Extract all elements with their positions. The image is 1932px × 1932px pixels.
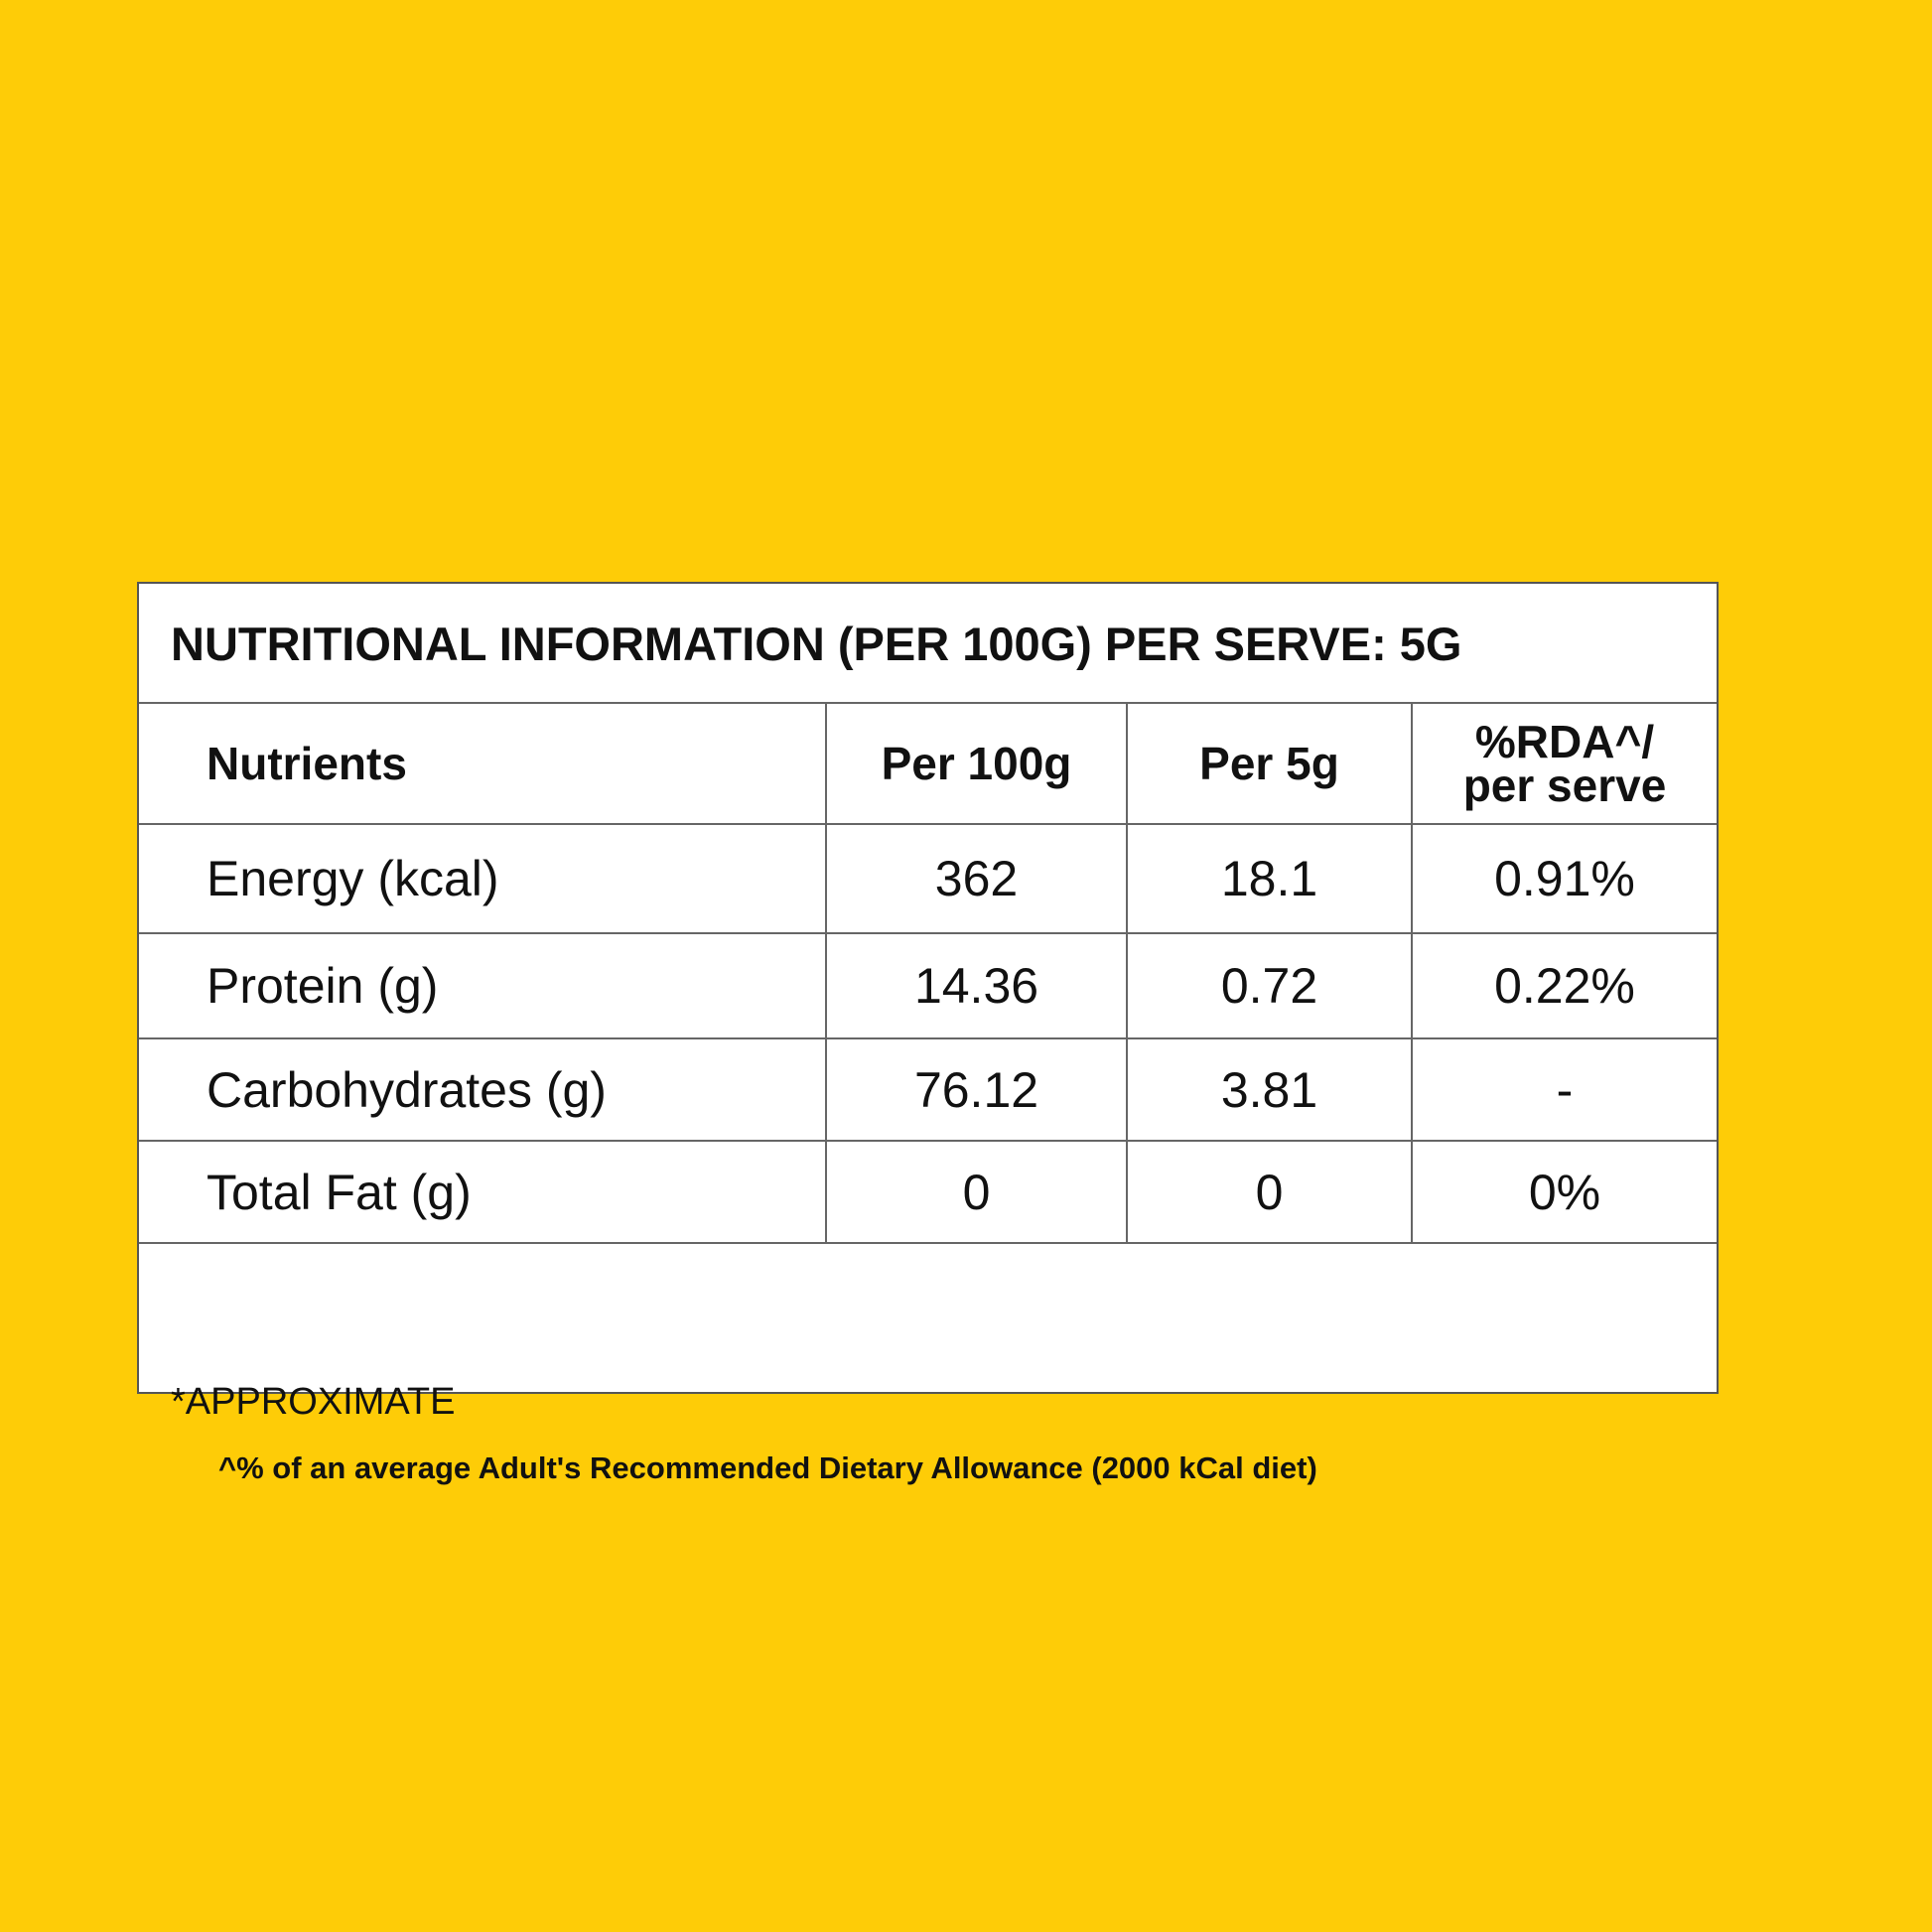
cell: 362 <box>825 823 1128 934</box>
footnote: ^% of an average Adult's Recommended Die… <box>218 1450 1317 1485</box>
cell: Carbohydrates (g) <box>139 1037 827 1142</box>
header-cell: Per 5g <box>1126 704 1413 825</box>
cell: Total Fat (g) <box>139 1140 827 1244</box>
cell: 0 <box>825 1140 1128 1244</box>
data-row: Carbohydrates (g) 76.12 3.81- <box>139 1037 1717 1142</box>
footnote: *APPROXIMATE <box>171 1381 456 1423</box>
table-title: NUTRITIONAL INFORMATION (PER 100G) PER S… <box>139 584 1717 704</box>
data-row: Protein (g) 14.36 0.72 0.22% <box>139 932 1717 1039</box>
cell: 14.36 <box>825 932 1128 1039</box>
header-cell: %RDA^/ per serve <box>1411 704 1717 825</box>
cell: 3.81 <box>1126 1037 1413 1142</box>
cell: 0.22% <box>1411 932 1717 1039</box>
data-row: Energy (kcal) 362 18.1 0.91% <box>139 823 1717 934</box>
cell: Protein (g) <box>139 932 827 1039</box>
cell: - <box>1411 1037 1717 1142</box>
nutrition-table: Nutrients Per 100g Per 5g %RDA^/ per serve E… <box>139 704 1717 1244</box>
header-cell: Nutrients <box>139 704 827 825</box>
data-row: Total Fat (g) 0 0 0% <box>139 1140 1717 1244</box>
cell: 0.72 <box>1126 932 1413 1039</box>
cell: 0.91% <box>1411 823 1717 934</box>
cell: 76.12 <box>825 1037 1128 1142</box>
header-row: Nutrients Per 100g Per 5g %RDA^/ per serve <box>139 704 1717 825</box>
cell: 0 <box>1126 1140 1413 1244</box>
nutrition-card: NUTRITIONAL INFORMATION (PER 100G) PER S… <box>137 582 1719 1485</box>
cell: 0% <box>1411 1140 1717 1244</box>
cell: Energy (kcal) <box>139 823 827 934</box>
header-cell: Per 100g <box>825 704 1128 825</box>
cell: 18.1 <box>1126 823 1413 934</box>
